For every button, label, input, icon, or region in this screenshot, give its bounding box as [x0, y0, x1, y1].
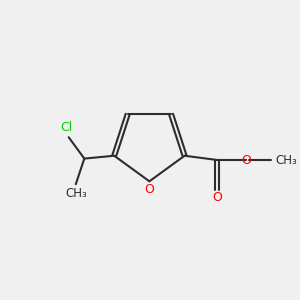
Text: O: O — [241, 154, 251, 166]
Text: CH₃: CH₃ — [276, 154, 297, 166]
Text: Cl: Cl — [60, 122, 73, 134]
Text: O: O — [212, 191, 222, 204]
Text: O: O — [145, 183, 154, 196]
Text: CH₃: CH₃ — [65, 187, 87, 200]
